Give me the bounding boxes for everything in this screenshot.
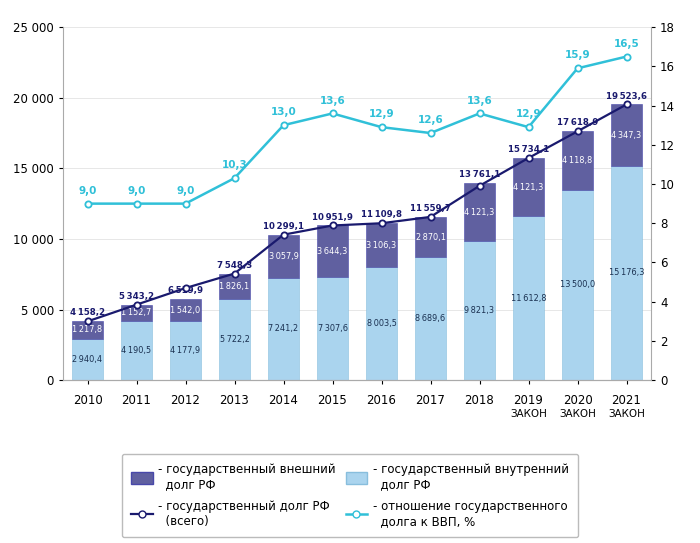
Text: 3 644,3: 3 644,3	[317, 247, 348, 256]
Text: 9,0: 9,0	[176, 186, 195, 196]
Bar	[316, 277, 349, 380]
Text: 13,6: 13,6	[467, 96, 492, 105]
Text: 4 121,3: 4 121,3	[464, 208, 495, 217]
Bar	[561, 190, 594, 380]
Text: 7 548,3: 7 548,3	[217, 261, 252, 269]
Text: 8 003,5: 8 003,5	[367, 319, 396, 328]
Bar	[71, 321, 104, 339]
Text: 15 734,1: 15 734,1	[508, 145, 549, 154]
Text: 17 618,9: 17 618,9	[557, 118, 598, 128]
Text: 19 523,6: 19 523,6	[606, 92, 647, 100]
Text: 13 500,0: 13 500,0	[560, 280, 595, 289]
Text: 2015: 2015	[318, 394, 347, 407]
Text: 11 109,8: 11 109,8	[361, 210, 402, 219]
Text: 2017: 2017	[416, 394, 445, 407]
Text: 1 152,7: 1 152,7	[121, 308, 152, 317]
Bar	[267, 235, 300, 278]
Text: 12,9: 12,9	[369, 109, 394, 119]
Text: 2010: 2010	[73, 394, 102, 407]
Bar	[561, 131, 594, 190]
Text: 10 299,1: 10 299,1	[263, 222, 304, 231]
Text: 2 940,4: 2 940,4	[72, 355, 103, 364]
Text: 5 343,2: 5 343,2	[119, 292, 154, 301]
Text: 4 347,3: 4 347,3	[611, 131, 642, 140]
Bar	[365, 223, 398, 267]
Text: 1 217,8: 1 217,8	[72, 325, 103, 334]
Text: 11 612,8: 11 612,8	[511, 294, 546, 302]
Bar	[316, 225, 349, 277]
Bar	[71, 339, 104, 380]
Text: ЗАКОН: ЗАКОН	[559, 409, 596, 419]
Text: 2 870,1: 2 870,1	[416, 232, 445, 242]
Text: 1 542,0: 1 542,0	[170, 306, 201, 315]
Bar	[120, 321, 153, 380]
Text: 8 689,6: 8 689,6	[415, 314, 446, 323]
Bar	[169, 299, 202, 321]
Text: 16,5: 16,5	[614, 39, 639, 49]
Bar	[218, 299, 251, 380]
Text: ЗАКОН: ЗАКОН	[608, 409, 645, 419]
Text: 2011: 2011	[122, 394, 151, 407]
Bar	[610, 166, 643, 380]
Text: 7 241,2: 7 241,2	[268, 325, 299, 333]
Bar	[463, 183, 496, 242]
Text: ЗАКОН: ЗАКОН	[510, 409, 547, 419]
Text: 15,9: 15,9	[565, 50, 590, 60]
Text: 2020: 2020	[563, 394, 592, 407]
Text: 13 761,1: 13 761,1	[459, 171, 500, 179]
Text: 10,3: 10,3	[222, 160, 247, 171]
Text: 12,6: 12,6	[418, 115, 443, 125]
Text: 4 118,8: 4 118,8	[562, 156, 593, 165]
Text: 2014: 2014	[269, 394, 298, 407]
Text: 9,0: 9,0	[127, 186, 146, 196]
Text: 1 826,1: 1 826,1	[219, 282, 250, 291]
Text: 2012: 2012	[171, 394, 200, 407]
Bar	[512, 216, 545, 380]
Bar	[218, 274, 251, 299]
Text: 4 177,9: 4 177,9	[170, 346, 201, 355]
Text: 15 176,3: 15 176,3	[609, 268, 644, 277]
Text: 4 158,2: 4 158,2	[70, 308, 105, 318]
Bar	[169, 321, 202, 380]
Bar	[610, 104, 643, 166]
Text: 10 951,9: 10 951,9	[312, 212, 353, 222]
Text: 3 106,3: 3 106,3	[366, 241, 397, 250]
Text: 13,0: 13,0	[271, 108, 296, 117]
Text: 4 190,5: 4 190,5	[121, 346, 152, 355]
Text: 2018: 2018	[465, 394, 494, 407]
Bar	[463, 242, 496, 380]
Bar	[267, 278, 300, 380]
Text: 9 821,3: 9 821,3	[465, 306, 494, 315]
Text: 2016: 2016	[367, 394, 396, 407]
Legend: - государственный внешний
  долг РФ, - государственный долг РФ
  (всего), - госу: - государственный внешний долг РФ, - гос…	[122, 454, 578, 537]
Text: 11 559,7: 11 559,7	[410, 204, 451, 213]
Text: 6 519,9: 6 519,9	[168, 286, 203, 295]
Bar	[512, 158, 545, 216]
Bar	[365, 267, 398, 380]
Text: 3 057,9: 3 057,9	[269, 252, 298, 261]
Text: 4 121,3: 4 121,3	[513, 182, 544, 192]
Text: 9,0: 9,0	[78, 186, 97, 196]
Text: 2021: 2021	[612, 394, 641, 407]
Bar	[414, 257, 447, 380]
Text: 13,6: 13,6	[320, 96, 345, 105]
Text: 12,9: 12,9	[516, 109, 541, 119]
Bar	[414, 217, 447, 257]
Text: 2013: 2013	[220, 394, 249, 407]
Bar	[120, 305, 153, 321]
Text: 7 307,6: 7 307,6	[318, 324, 347, 333]
Text: 5 722,2: 5 722,2	[220, 335, 249, 344]
Text: 2019: 2019	[514, 394, 543, 407]
